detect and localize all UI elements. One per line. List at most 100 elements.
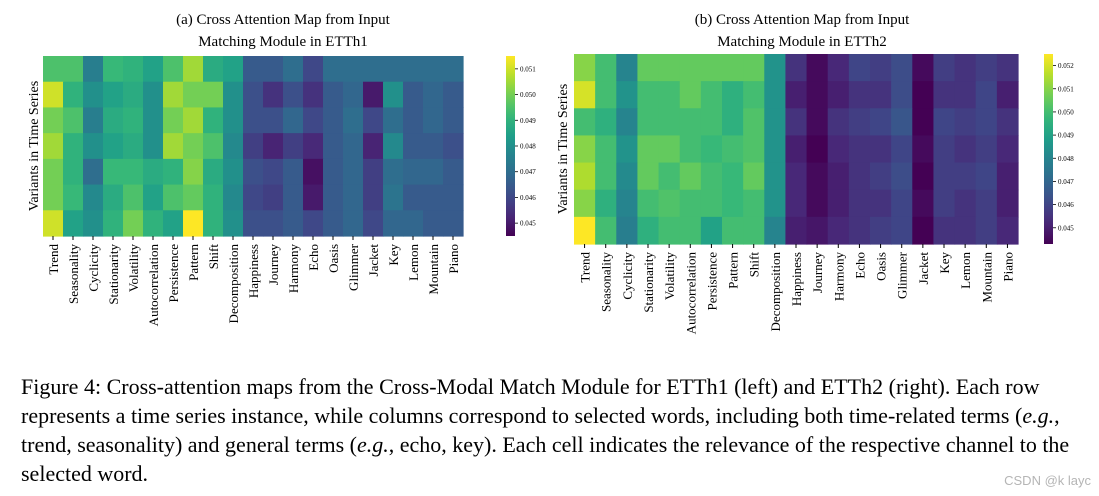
colorbar-b-ticklabel-0: 0.045 [1058, 224, 1074, 232]
heatmap-a-cell-r5-c2 [83, 184, 104, 211]
heatmap-a-cell-r0-c2 [83, 56, 104, 83]
heatmap-a-cell-r1-c15 [343, 81, 364, 109]
heatmap-a-cell-r0-c15 [343, 56, 364, 83]
colorbar-b-ticklabel-2: 0.047 [1058, 178, 1074, 186]
heatmap-b-cell-r3-c17 [933, 135, 956, 164]
heatmap-b-cell-r0-c15 [891, 54, 913, 82]
heatmap-b-cell-r2-c5 [679, 108, 702, 137]
heatmap-b-cell-r1-c19 [975, 81, 998, 109]
heatmap-a-cell-r5-c3 [103, 184, 124, 211]
heatmap-a-cell-r2-c16 [363, 107, 384, 134]
heatmap-a-cell-r2-c1 [63, 107, 84, 134]
heatmap-b-cell-r6-c13 [848, 216, 871, 245]
heatmap-a-cell-r3-c0 [43, 133, 64, 160]
heatmap-a-cell-r1-c17 [383, 81, 404, 109]
heatmap-b-cell-r1-c0 [574, 81, 596, 109]
heatmap-a-cell-r2-c12 [283, 107, 304, 134]
heatmap-a-cell-r3-c7 [183, 133, 204, 160]
heatmap-b-xlabel-14: Oasis [874, 252, 889, 281]
heatmap-b-cell-r6-c14 [870, 216, 892, 245]
heatmap-a-xlabel-6: Persistence [166, 244, 181, 303]
heatmap-a-xlabel-4: Volatility [126, 244, 141, 293]
heatmap-a-cell-r2-c14 [323, 107, 344, 134]
heatmap-b-cell-r1-c5 [679, 81, 702, 109]
heatmap-b-cell-r0-c11 [806, 54, 829, 82]
heatmap-b-cell-r4-c0 [574, 162, 596, 191]
heatmap-b-cell-r3-c16 [912, 135, 935, 164]
heatmap-b-cell-r0-c2 [616, 54, 639, 82]
heatmap-a-cell-r2-c13 [303, 107, 324, 134]
heatmap-b-cell-r0-c7 [722, 54, 744, 82]
heatmap-b-cell-r0-c14 [870, 54, 892, 82]
heatmap-a-cell-r6-c20 [443, 210, 464, 237]
heatmap-a-cell-r6-c6 [163, 210, 184, 237]
heatmap-b-cell-r5-c20 [996, 189, 1019, 218]
heatmap-a-cell-r4-c13 [303, 158, 324, 186]
heatmap-a-cell-r1-c12 [283, 81, 304, 109]
heatmap-a-xlabel-16: Jacket [366, 244, 381, 277]
heatmap-a-cell-r3-c12 [283, 133, 304, 160]
heatmap-a-cell-r0-c20 [443, 56, 464, 83]
heatmap-b-cell-r3-c3 [637, 135, 660, 164]
heatmap-a-cell-r3-c10 [243, 133, 264, 160]
heatmap-a-cell-r3-c8 [203, 133, 224, 160]
heatmap-b-cell-r5-c19 [975, 189, 998, 218]
heatmap-b-cell-r6-c8 [743, 216, 765, 245]
heatmap-b-cell-r4-c12 [827, 162, 850, 191]
heatmap-a-cell-r4-c14 [323, 158, 344, 186]
heatmap-b-cell-r2-c4 [658, 108, 681, 137]
heatmap-b-cell-r0-c12 [827, 54, 850, 82]
heatmap-b-cell-r0-c10 [785, 54, 808, 82]
heatmap-b-cell-r5-c2 [616, 189, 639, 218]
heatmap-b-cell-r1-c20 [996, 81, 1019, 109]
heatmap-b-cell-r4-c13 [848, 162, 871, 191]
heatmap-b-cell-r2-c3 [637, 108, 660, 137]
heatmap-a-ylabel: Variants in Time Series [27, 81, 42, 211]
heatmap-a-cell-r2-c19 [423, 107, 444, 134]
heatmap-b-cell-r5-c15 [891, 189, 913, 218]
heatmap-a-xlabel-17: Key [386, 244, 401, 266]
heatmap-b-cell-r0-c19 [975, 54, 998, 82]
heatmap-b-cell-r0-c3 [637, 54, 660, 82]
heatmap-a-cell-r3-c6 [163, 133, 184, 160]
heatmap-a-cell-r5-c13 [303, 184, 324, 211]
heatmap-a-cell-r6-c9 [223, 210, 244, 237]
heatmap-a-xlabel-20: Piano [446, 244, 461, 274]
heatmap-a-cell-r2-c4 [123, 107, 144, 134]
heatmap-b-cell-r1-c10 [785, 81, 808, 109]
heatmap-b-cell-r3-c14 [870, 135, 892, 164]
heatmap-b-cell-r4-c7 [722, 162, 744, 191]
heatmap-b-cell-r2-c16 [912, 108, 935, 137]
heatmap-a-cell-r0-c13 [303, 56, 324, 83]
heatmap-b-cell-r1-c16 [912, 81, 935, 109]
heatmap-b-cell-r1-c18 [954, 81, 977, 109]
heatmap-b-title-line1: (b) Cross Attention Map from Input [694, 12, 910, 28]
heatmap-b-cell-r0-c1 [595, 54, 617, 82]
heatmap-b-cell-r6-c17 [933, 216, 956, 245]
heatmap-a-cell-r1-c13 [303, 81, 324, 109]
heatmap-b-cell-r5-c11 [806, 189, 829, 218]
heatmap-a-cell-r5-c9 [223, 184, 244, 211]
heatmap-a-cell-r1-c0 [43, 81, 64, 109]
heatmap-b-title-line2: Matching Module in ETTh2 [717, 34, 887, 50]
heatmap-a-cell-r5-c15 [343, 184, 364, 211]
heatmap-b-cell-r5-c9 [764, 189, 787, 218]
heatmap-b-cell-r4-c16 [912, 162, 935, 191]
colorbar-a-ticklabel-2: 0.047 [520, 168, 536, 176]
heatmap-b-cell-r4-c5 [679, 162, 702, 191]
heatmap-b-cell-r5-c18 [954, 189, 977, 218]
heatmap-b-cell-r2-c9 [764, 108, 787, 137]
heatmap-b-cell-r2-c8 [743, 108, 765, 137]
heatmap-a-cell-r0-c4 [123, 56, 144, 83]
heatmap-b-cell-r6-c19 [975, 216, 998, 245]
heatmap-a-cell-r5-c12 [283, 184, 304, 211]
heatmap-b-cell-r3-c9 [764, 135, 787, 164]
heatmap-a-cell-r3-c5 [143, 133, 164, 160]
heatmap-b-cell-r2-c14 [870, 108, 892, 137]
heatmap-a-cell-r6-c16 [363, 210, 384, 237]
heatmap-b-cell-r6-c16 [912, 216, 935, 245]
heatmap-b-cell-r4-c11 [806, 162, 829, 191]
heatmap-b-cell-r2-c11 [806, 108, 829, 137]
heatmap-a-cell-r4-c0 [43, 158, 64, 186]
heatmap-a-cell-r6-c17 [383, 210, 404, 237]
